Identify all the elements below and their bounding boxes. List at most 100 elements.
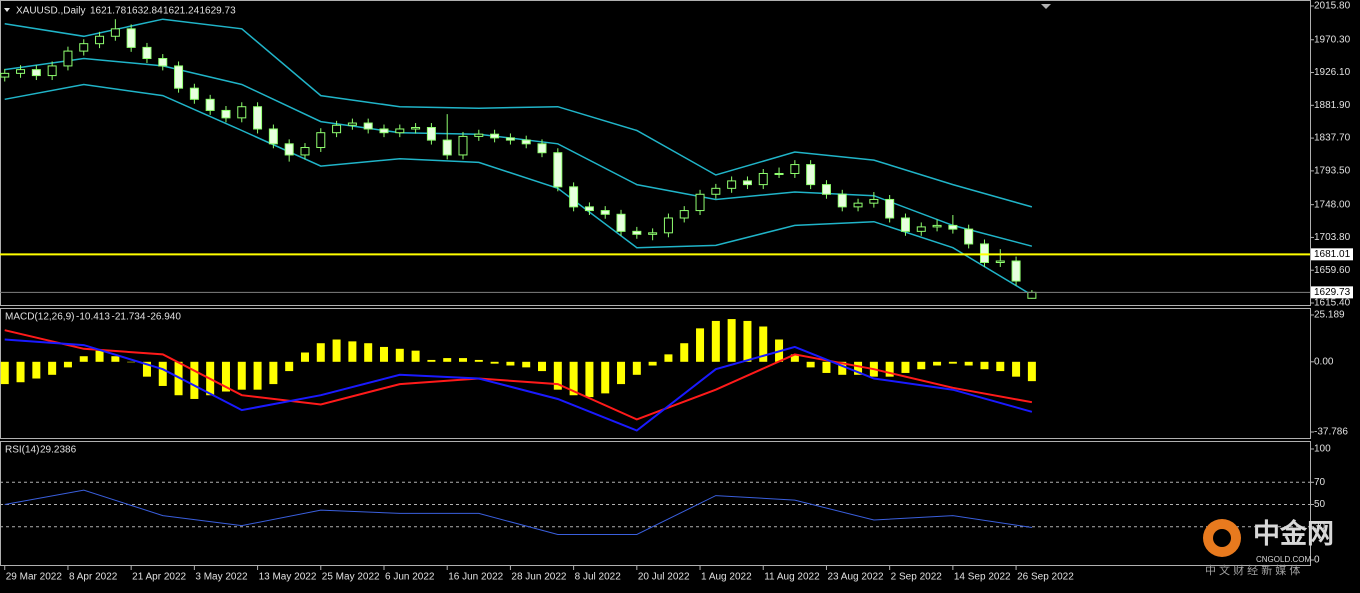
price-label-box — [1311, 248, 1353, 261]
x-tick-label: 8 Jul 2022 — [575, 572, 622, 583]
histogram-bar — [316, 343, 325, 362]
histogram-bar — [617, 361, 626, 385]
candle-body — [1027, 291, 1037, 299]
histogram-bar — [506, 361, 515, 366]
histogram-bar — [379, 346, 388, 362]
histogram-bar — [664, 354, 673, 362]
histogram-bar — [411, 350, 420, 362]
candle-body — [31, 69, 41, 77]
candle-body — [158, 58, 168, 67]
histogram-bar — [538, 361, 547, 372]
candle-body — [63, 50, 73, 67]
histogram-bar — [996, 361, 1005, 372]
candle-body — [837, 193, 847, 208]
histogram-bar — [63, 361, 72, 368]
histogram-bar — [727, 319, 736, 362]
histogram-bar — [632, 361, 641, 375]
histogram-bar — [885, 361, 894, 377]
shift-marker — [1041, 4, 1051, 9]
x-tick-label: 16 Jun 2022 — [448, 572, 503, 583]
indicator-readout: -26.940 — [147, 312, 181, 323]
histogram-bar — [48, 361, 57, 375]
histogram-bar — [111, 356, 120, 362]
y-tick-label: 1881.90 — [1314, 100, 1351, 111]
histogram-bar — [16, 361, 25, 383]
bollinger-lower — [4, 83, 1033, 296]
indicator-readout: -10.413 — [76, 312, 110, 323]
candle-body — [900, 217, 910, 232]
candle-body — [979, 243, 989, 263]
candle-body — [458, 135, 468, 156]
y-tick-label: 30 — [1314, 521, 1326, 532]
candle-body — [110, 28, 120, 37]
candle-body — [648, 232, 658, 235]
candle-body — [521, 139, 531, 145]
histogram-bar — [948, 361, 957, 364]
x-tick-label: 28 Jun 2022 — [511, 572, 566, 583]
price-panel — [0, 0, 1311, 306]
x-tick-label: 8 Apr 2022 — [69, 572, 118, 583]
x-tick-label: 23 Aug 2022 — [827, 572, 884, 583]
histogram-bar — [585, 361, 594, 398]
candle-body — [790, 164, 800, 174]
candle-body — [189, 87, 199, 100]
candle-body — [268, 128, 278, 145]
x-tick-label: 1 Aug 2022 — [701, 572, 752, 583]
histogram-bar — [364, 343, 373, 362]
histogram-bar — [174, 361, 183, 396]
candle-body — [1011, 260, 1021, 282]
candle-body — [584, 206, 594, 212]
histogram-bar — [980, 361, 989, 370]
candle-body — [300, 147, 310, 156]
histogram-bar — [443, 358, 452, 362]
x-tick-label: 2 Sep 2022 — [891, 572, 943, 583]
y-tick-label: 1615.40 — [1314, 298, 1351, 309]
logo-name: 中金网 — [1253, 518, 1334, 549]
candle-body — [379, 128, 389, 134]
rsi-panel — [0, 441, 1311, 566]
bollinger-upper — [4, 18, 1033, 208]
histogram-bar — [459, 358, 468, 362]
histogram-bar — [680, 343, 689, 362]
y-tick-label: 1970.30 — [1314, 34, 1351, 45]
x-tick-label: 11 Aug 2022 — [764, 572, 820, 583]
y-tick-label: 70 — [1314, 477, 1326, 488]
histogram-bar — [158, 361, 167, 386]
x-tick-label: 25 May 2022 — [322, 572, 380, 583]
histogram-bar — [285, 361, 294, 372]
candle-body — [885, 198, 895, 219]
y-tick-label: 1659.60 — [1314, 265, 1351, 276]
histogram-bar — [964, 361, 973, 366]
x-tick-label: 6 Jun 2022 — [385, 572, 435, 583]
histogram-bar — [711, 320, 720, 362]
candle-body — [948, 224, 958, 230]
macd-panel — [0, 308, 1311, 439]
y-tick-label: 50 — [1314, 499, 1326, 510]
ohlc-readout: 1621.78 — [90, 6, 127, 17]
indicator-readout: 29.2386 — [40, 445, 77, 456]
histogram-bar — [569, 361, 578, 396]
histogram-bar — [32, 361, 41, 379]
histogram-bar — [917, 361, 926, 370]
candle-body — [742, 180, 752, 186]
candle-body — [616, 213, 626, 232]
candle-body — [142, 46, 152, 60]
candle-body — [964, 228, 974, 245]
histogram-bar — [253, 361, 262, 390]
watermark: 中金网 CNGOLD.COM 中 文 财 经 新 媒 体 — [1203, 518, 1334, 577]
indicator-readout: -21.734 — [112, 312, 146, 323]
candle-body — [332, 124, 342, 134]
indicator-title: RSI(14) — [5, 445, 39, 456]
histogram-bar — [696, 328, 705, 362]
histogram-bar — [901, 361, 910, 373]
candle-body — [995, 260, 1005, 263]
indicator-title: MACD(12,26,9) — [5, 312, 74, 323]
histogram-bar — [142, 361, 151, 377]
y-tick-label: 100 — [1314, 444, 1331, 455]
candle-body — [490, 133, 500, 139]
candle-body — [932, 224, 942, 228]
candle-body — [632, 230, 642, 235]
y-tick-label: 0 — [1314, 555, 1320, 566]
